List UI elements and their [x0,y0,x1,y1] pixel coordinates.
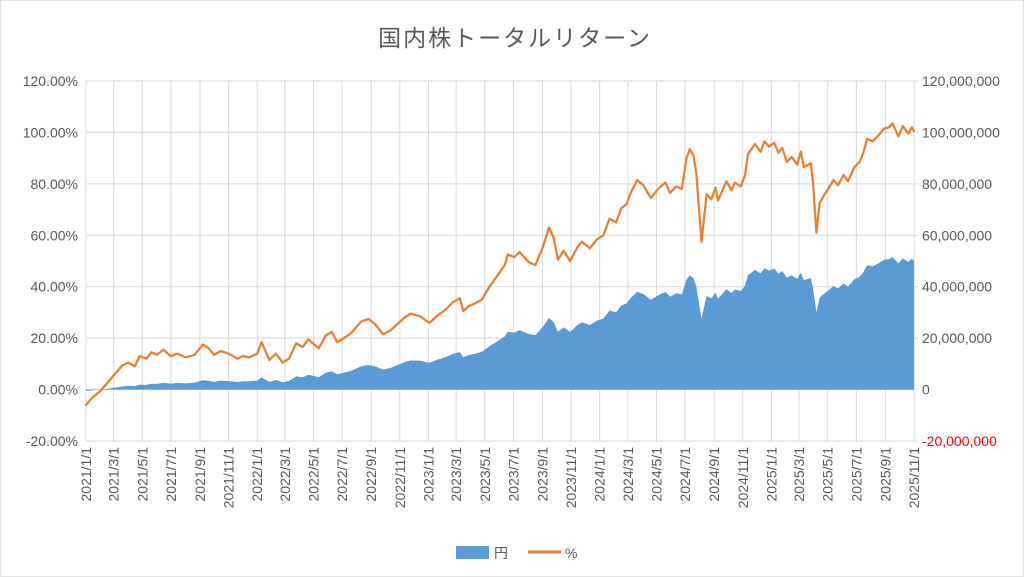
x-axis-tick-label: 2023/5/1 [477,447,493,502]
series-pct-line [84,122,916,407]
x-axis-tick-label: 2024/1/1 [592,447,608,502]
x-axis-tick-label: 2023/7/1 [505,447,521,502]
x-axis-tick-label: 2023/1/1 [421,447,437,502]
right-axis-tick-label: 60,000,000 [922,227,992,243]
x-axis-tick-label: 2022/3/1 [277,447,293,502]
left-axis-tick-label: 20.00% [31,330,78,346]
x-axis-tick-label: 2025/5/1 [820,447,836,502]
left-axis-tick-label: 80.00% [31,176,78,192]
x-axis-tick-label: 2024/7/1 [677,447,693,502]
x-axis-tick-label: 2022/9/1 [363,447,379,502]
x-axis-tick-label: 2022/11/1 [392,447,408,508]
right-axis-tick-label: 120,000,000 [922,73,1000,89]
x-axis-tick-label: 2021/7/1 [163,447,179,502]
right-axis-tick-label: -20,000,000 [922,433,997,449]
legend: 円 % [456,545,577,561]
x-axis-tick-label: 2025/7/1 [848,447,864,502]
x-axis-tick-label: 2024/9/1 [706,447,722,502]
x-axis-tick-label: 2023/11/1 [563,447,579,508]
x-axis-tick-label: 2023/3/1 [448,447,464,502]
right-axis-tick-label: 100,000,000 [922,124,1000,140]
legend-pct-label: % [565,545,577,561]
left-axis-tick-label: 120.00% [23,73,78,89]
series-yen-area [86,257,914,391]
yen-area-shape [86,257,914,391]
x-axis-tick-label: 2021/3/1 [106,447,122,502]
x-axis-tick-label: 2025/9/1 [877,447,893,502]
x-axis-tick-label: 2025/1/1 [763,447,779,502]
legend-yen-label: 円 [494,545,508,561]
x-axis-labels: 2021/1/1 2021/3/1 2021/5/1 2021/7/1 2021/9/1… [78,447,922,508]
x-axis-tick-label: 2023/9/1 [535,447,551,502]
x-axis-tick-label: 2025/3/1 [791,447,807,502]
x-axis-tick-label: 2024/5/1 [649,447,665,502]
left-axis-tick-label: 40.00% [31,279,78,295]
legend-yen-swatch [456,546,489,559]
right-axis-labels: 120,000,000 100,000,000 80,000,000 60,000,0… [922,73,1000,449]
chart-title: 国内株トータルリターン [378,25,652,51]
left-axis-tick-label: -20.00% [26,433,78,449]
right-axis-tick-label: 20,000,000 [922,330,992,346]
left-axis-labels: 120.00% 100.00% 80.00% 60.00% 40.00% 20.00% 0.… [23,73,78,449]
left-axis-tick-label: 0.00% [38,382,78,398]
x-axis-tick-label: 2024/11/1 [735,447,751,508]
left-axis-tick-label: 60.00% [31,227,78,243]
right-axis-tick-label: 40,000,000 [922,279,992,295]
x-axis-tick-label: 2021/9/1 [192,447,208,502]
x-axis-tick-label: 2021/5/1 [134,447,150,502]
x-axis-tick-label: 2022/7/1 [334,447,350,502]
left-axis-tick-label: 100.00% [23,124,78,140]
pct-line-shape [84,122,916,407]
right-axis-tick-label: 0 [922,382,930,398]
x-axis-tick-label: 2025/11/1 [906,447,922,508]
right-axis-tick-label: 80,000,000 [922,176,992,192]
x-axis-tick-label: 2021/11/1 [221,447,237,508]
x-axis-tick-label: 2022/1/1 [249,447,265,502]
x-axis-tick-label: 2022/5/1 [306,447,322,502]
x-axis-tick-label: 2021/1/1 [78,447,94,502]
x-axis-tick-label: 2024/3/1 [620,447,636,502]
